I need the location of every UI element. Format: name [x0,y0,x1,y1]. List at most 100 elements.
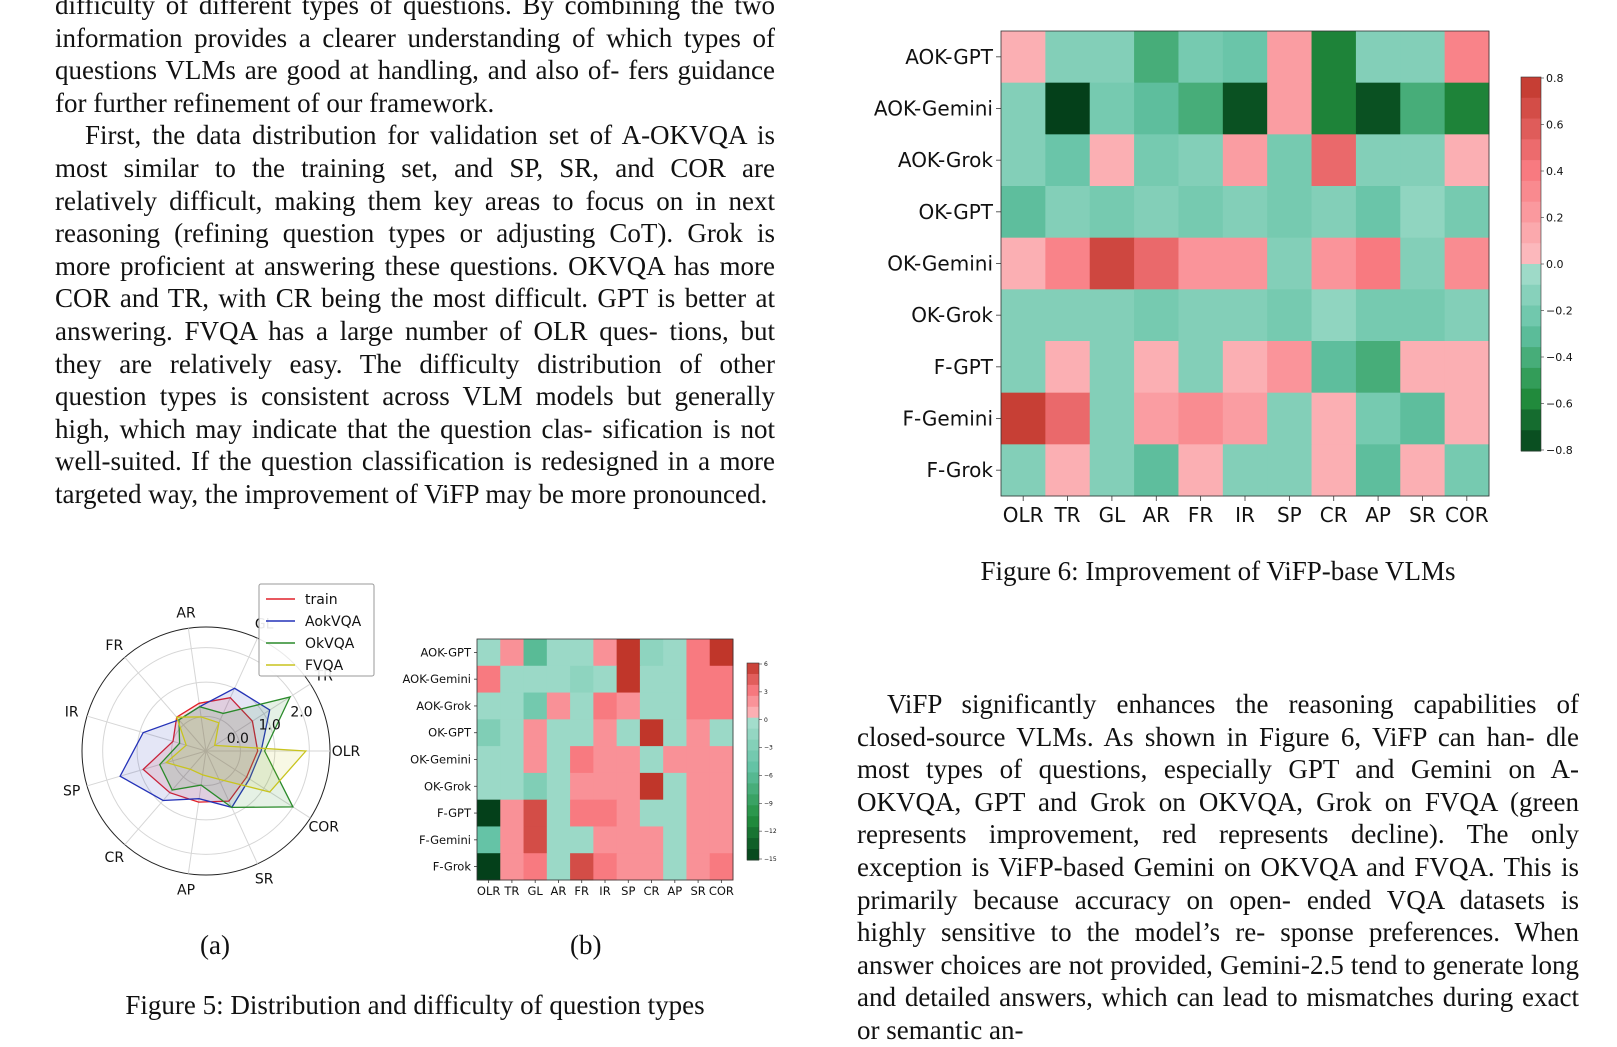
heatmap-cell [1444,82,1490,135]
radar-legend-label: FVQA [305,658,344,674]
heatmap-cell [500,639,525,667]
heatmap-cell [1311,444,1357,497]
heatmap-cell [1089,31,1135,84]
colorbar-segment [747,805,759,817]
heatmap-cell [546,692,571,720]
heatmap-cell [1089,341,1135,394]
heatmap-cell [523,826,548,854]
heatmap-cell [709,665,734,694]
subfigure-label-b: (b) [570,930,602,960]
heatmap-cell [570,826,594,854]
colorbar-segment [1521,222,1541,244]
heatmap-cell [709,692,734,720]
y-tick-label: OK-Gemini [410,753,471,767]
heatmap-cell [500,692,525,720]
heatmap-cell [1222,341,1268,394]
heatmap-cell [1045,82,1091,135]
x-tick-label: SR [690,884,705,898]
heatmap-cell [1267,341,1313,394]
heatmap-cell [1089,82,1135,135]
text-line: better at answering. FVQA has a large nu… [55,283,776,346]
colorbar-segment [747,783,759,795]
radar-series-AokVQA [119,687,271,809]
colorbar-segment [1521,326,1541,348]
heatmap-cell [639,853,664,881]
heatmap-cell [686,853,711,881]
heatmap-cell [1178,134,1224,187]
heatmap-cell [1001,444,1046,497]
heatmap-cell [477,719,501,747]
colorbar-tick-label: −0.4 [1546,351,1573,364]
colorbar-segment [1521,409,1541,431]
heatmap-cell [1311,237,1357,290]
text-line: relatively difficult, making them key ar… [55,185,775,216]
y-tick-label: F-Grok [433,860,472,874]
heatmap-cell [477,772,501,801]
x-tick-label: COR [1445,503,1489,527]
heatmap-cell [663,772,687,801]
heatmap-cell [639,639,664,667]
heatmap-cell [523,772,548,801]
heatmap-cell [639,719,664,747]
heatmap-cell [1001,392,1046,445]
heatmap-cell [1089,134,1135,187]
text-line: types of questions VLMs are good at hand… [55,22,776,86]
heatmap-cell [477,692,501,720]
colorbar-segment [1521,243,1541,265]
heatmap-cell [1134,134,1179,187]
heatmap-cell [709,639,734,667]
colorbar-segment [747,684,759,697]
heatmap-cell [593,719,618,747]
heatmap-cell [686,772,711,801]
heatmap-cell [1001,31,1046,84]
radar-series-OkVQA [158,696,294,809]
radar-spoke [205,637,258,752]
text-line: two information provides a clearer under… [55,0,776,53]
colorbar-segment [747,739,759,752]
colorbar-segment [747,761,759,773]
x-tick-label: SP [621,884,635,898]
heatmap-cell [1134,289,1179,342]
heatmap-cell [709,826,734,854]
heatmap-cell [616,799,641,827]
text-line: ended VQA datasets is highly sensitive t… [857,884,1579,948]
colorbar-segment [1521,388,1541,410]
heatmap-cell [523,719,548,747]
radar-series-FVQA [164,716,308,793]
x-tick-label: AP [667,884,682,898]
x-tick-label: OLR [477,884,500,898]
heatmap-cell [616,665,641,694]
radar-legend-box [258,583,375,677]
heatmap-cell [663,746,687,774]
heatmap-cell [477,639,501,667]
colorbar-tick-label: 6 [764,661,768,668]
text-line: and FVQA. This is primarily because accu… [857,851,1579,915]
radar-axis-label: OLR [332,744,361,760]
radar-spoke [124,750,207,846]
heatmap-cell [593,826,618,854]
heatmap-cell [1444,134,1490,187]
heatmap-cell [663,639,687,667]
colorbar-segment [1521,77,1541,99]
heatmap-cell [500,746,525,774]
heatmap-cell [570,799,594,827]
colorbar-segment [1521,430,1541,452]
heatmap-cell [663,799,687,827]
heatmap-cell [1355,341,1401,394]
heatmap-cell [1311,82,1357,135]
heatmap-cell [593,799,618,827]
heatmap-cell [1311,289,1357,342]
heatmap-cell [523,639,548,667]
heatmap-cell [1222,31,1268,84]
x-tick-label: AP [1365,503,1391,527]
colorbar-segment [747,663,759,675]
heatmap-cell [663,692,687,720]
colorbar-tick-label: −0.6 [1546,397,1573,410]
radar-legend-label: AokVQA [305,614,362,630]
heatmap-cell [570,853,594,881]
y-tick-label: AOK-GPT [421,645,472,659]
heatmap-cell [616,826,641,854]
right-column-text: ViFP significantly enhances the reasonin… [857,688,1579,1047]
